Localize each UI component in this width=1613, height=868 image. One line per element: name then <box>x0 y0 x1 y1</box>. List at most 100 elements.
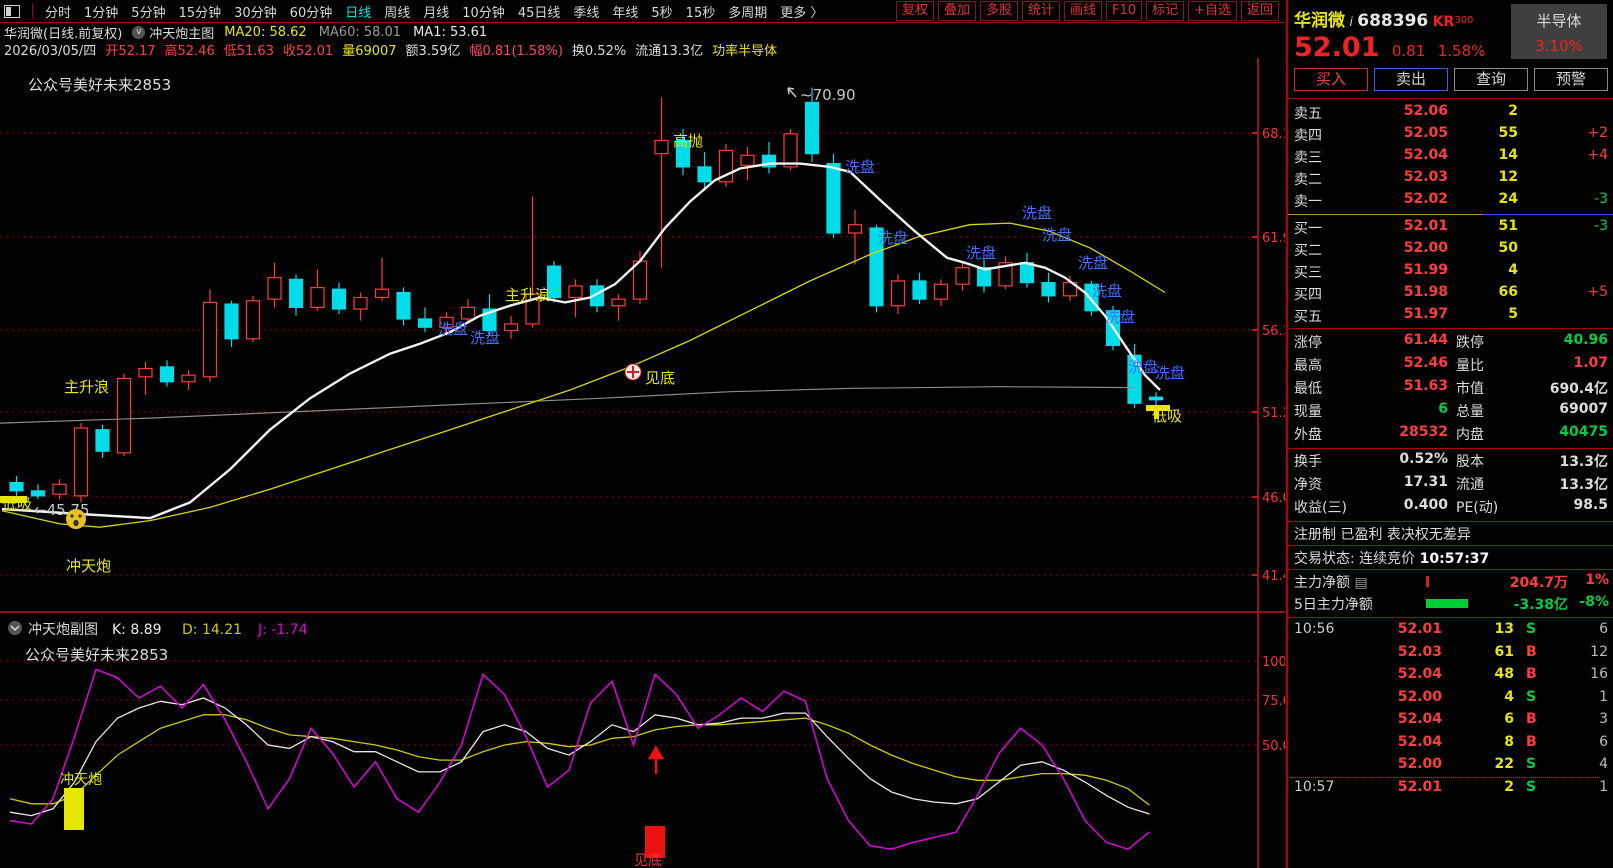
tick-count: 12 <box>1558 644 1608 660</box>
candle-body <box>698 167 711 182</box>
book-change: -3 <box>1538 218 1608 234</box>
tick-count: 1 <box>1558 689 1608 705</box>
stat-value: 52.46 <box>1356 355 1448 371</box>
book-change: -3 <box>1538 191 1608 207</box>
tick-volume: 4 <box>1456 689 1514 705</box>
listing-info: 注册制 已盈利 表决权无差异 <box>1294 524 1471 544</box>
chart-annotation: 主升浪 <box>64 378 109 396</box>
chart-annotation: 洗盘 <box>845 158 875 176</box>
panel-button-卖出[interactable]: 卖出 <box>1374 68 1448 91</box>
tick-side: S <box>1526 621 1536 637</box>
stat-value: 1.07 <box>1516 355 1608 371</box>
price-axis-label: 41.47 <box>1262 569 1285 584</box>
candle-body <box>290 279 303 307</box>
flow5-value: -3.38亿 <box>1478 594 1568 614</box>
tick-volume: 61 <box>1456 644 1514 660</box>
panel-button-买入[interactable]: 买入 <box>1294 68 1368 91</box>
tick-price: 52.00 <box>1378 756 1442 772</box>
flow5-bar <box>1426 599 1468 608</box>
sub-annotation: 见底 <box>634 853 662 868</box>
candle-body <box>397 293 410 319</box>
candle-body <box>892 281 905 306</box>
candle-body <box>333 289 346 309</box>
sub-axis-label: 100.0 <box>1262 655 1285 670</box>
candle-body <box>569 286 582 298</box>
quote-panel: 华润微 i 688396 KR300 半导体 3.10% 52.01 0.81 … <box>1286 0 1613 868</box>
tick-side: S <box>1526 689 1536 705</box>
flow5-pct: -8% <box>1571 594 1609 610</box>
sub-indicator-name[interactable]: 冲天炮副图 <box>28 622 98 638</box>
tick-price: 52.04 <box>1378 734 1442 750</box>
tick-count: 6 <box>1558 621 1608 637</box>
book-volume: 4 <box>1458 262 1518 278</box>
tick-volume: 2 <box>1456 779 1514 795</box>
stat-value: 40475 <box>1516 424 1608 440</box>
candle-body <box>913 281 926 299</box>
candle-body <box>806 102 819 153</box>
candle-body <box>376 289 389 297</box>
candle-body <box>978 268 991 286</box>
panel-button-预警[interactable]: 预警 <box>1534 68 1608 91</box>
book-volume: 50 <box>1458 240 1518 256</box>
book-change: +5 <box>1538 284 1608 300</box>
panel-button-查询[interactable]: 查询 <box>1454 68 1528 91</box>
stat-value: 13.3亿 <box>1516 451 1608 471</box>
tick-price: 52.04 <box>1378 711 1442 727</box>
flow-detail-icon[interactable]: ▤ <box>1354 575 1367 591</box>
tick-volume: 13 <box>1456 621 1514 637</box>
price-axis-label: 61.95 <box>1262 231 1285 246</box>
kdj-k-value: K: 8.89 <box>112 622 162 638</box>
stat-value: 0.400 <box>1356 497 1448 513</box>
signal-block-yellow <box>64 788 84 830</box>
stat-value: 6 <box>1356 401 1448 417</box>
chart-annotation: 高抛 <box>673 132 703 150</box>
market-tag: KR <box>1433 14 1455 30</box>
price-axis-label: 56.32 <box>1262 324 1285 339</box>
tick-volume: 6 <box>1456 711 1514 727</box>
book-volume: 12 <box>1458 169 1518 185</box>
tick-side: S <box>1526 756 1536 772</box>
market-tag-sup: 300 <box>1454 15 1473 26</box>
book-price: 51.98 <box>1378 284 1448 300</box>
sub-indicator-icon[interactable] <box>8 621 22 635</box>
stat-value: 98.5 <box>1516 497 1608 513</box>
book-divider <box>1288 214 1483 215</box>
kdj-d-line <box>10 715 1150 805</box>
chart-annotation: 洗盘 <box>1128 358 1158 376</box>
candle-body <box>268 278 281 299</box>
chart-annotation: 洗盘 <box>438 320 468 338</box>
stat-value: 0.52% <box>1356 451 1448 467</box>
candle-body <box>505 324 518 331</box>
sector-box[interactable]: 半导体 3.10% <box>1511 4 1607 59</box>
book-volume: 24 <box>1458 191 1518 207</box>
chart-annotation: 公众号美好未来2853 <box>28 76 171 94</box>
candle-body <box>741 155 754 165</box>
tick-count: 6 <box>1558 734 1608 750</box>
stat-value: 40.96 <box>1516 332 1608 348</box>
stat-value: 28532 <box>1356 424 1448 440</box>
chart-annotation: 洗盘 <box>1042 226 1072 244</box>
candle-body <box>354 297 367 309</box>
candle-body <box>1042 283 1055 296</box>
chart-annotation: 洗盘 <box>1155 364 1185 382</box>
chart-annotation: 洗盘 <box>1105 308 1135 326</box>
candle-body <box>204 302 217 376</box>
flow-value: 204.7万 <box>1458 572 1568 592</box>
candle-body <box>827 164 840 233</box>
candle-body <box>1150 397 1163 400</box>
ma60-line <box>0 387 1135 423</box>
info-icon[interactable]: i <box>1349 15 1352 29</box>
book-price: 52.02 <box>1378 191 1448 207</box>
sub-annotation: 公众号美好未来2853 <box>25 646 168 664</box>
book-volume: 5 <box>1458 306 1518 322</box>
peak-arrow-icon <box>788 88 796 97</box>
kdj-j-value: J: -1.74 <box>257 622 308 638</box>
sector-change: 3.10% <box>1511 37 1607 55</box>
panel-stock-name: 华润微 <box>1294 11 1345 31</box>
candle-body <box>247 301 260 339</box>
trade-status: 交易状态: 连续竞价 10:57:37 <box>1294 548 1489 568</box>
main-chart-area[interactable]: 68.1561.9556.3251.2046.0841.47100.075.00… <box>0 0 1285 868</box>
flow-pct: 1% <box>1573 572 1609 588</box>
buy-arrow-icon <box>650 748 662 774</box>
candle-body <box>10 483 23 491</box>
